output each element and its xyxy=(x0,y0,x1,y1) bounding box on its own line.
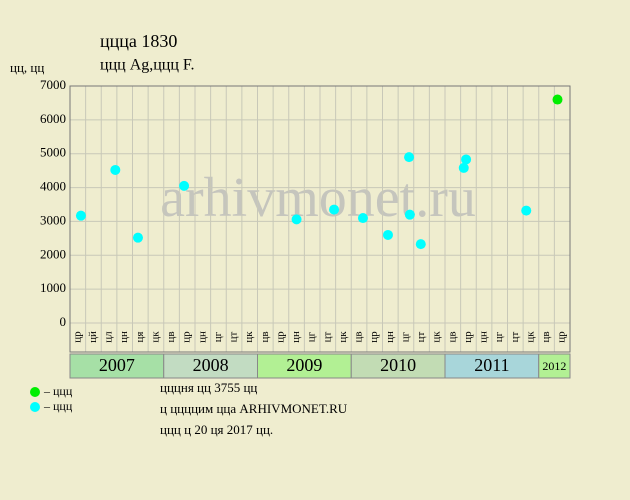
x-tick-label: цн xyxy=(290,331,302,343)
year-label: 2010 xyxy=(380,355,416,375)
x-tick-label: цр xyxy=(181,331,193,343)
x-tick-label: цв xyxy=(259,331,271,342)
data-point xyxy=(132,232,143,243)
note: цццня цц 3755 цц xyxy=(160,380,257,395)
data-point xyxy=(404,209,415,220)
x-tick-label: цт xyxy=(228,331,240,342)
year-label: 2007 xyxy=(99,355,135,375)
data-point xyxy=(521,205,532,216)
legend-marker xyxy=(30,387,40,397)
chart-subtitle: ццц Ag,ццц F. xyxy=(100,57,195,74)
y-tick-label: 7000 xyxy=(40,77,66,92)
y-tick-label: 3000 xyxy=(40,212,66,227)
x-tick-label: цк xyxy=(431,331,443,343)
year-band xyxy=(444,353,540,379)
legend-label: – ццц xyxy=(43,399,73,413)
data-point xyxy=(404,152,415,163)
data-point xyxy=(382,229,393,240)
y-tick-label: 5000 xyxy=(40,145,66,160)
y-tick-label: 4000 xyxy=(40,179,66,194)
x-tick-label: цг xyxy=(212,331,224,342)
x-tick-label: цр xyxy=(368,331,380,343)
x-tick-label: цк xyxy=(524,331,536,343)
legend-marker xyxy=(30,402,40,412)
note: ццц ц 20 ця 2017 цц. xyxy=(160,422,273,437)
legend-label: – ццц xyxy=(43,384,73,398)
x-tick-label: цв xyxy=(540,331,552,342)
plot-frame xyxy=(69,85,571,353)
x-tick-label: цв xyxy=(446,331,458,342)
data-point xyxy=(75,210,86,221)
x-tick-label: цк xyxy=(149,331,161,343)
y-tick-label: 6000 xyxy=(40,111,66,126)
y-tick-label: 0 xyxy=(60,314,67,329)
year-label: 2012 xyxy=(542,359,566,373)
x-tick-label: цт xyxy=(509,331,521,342)
data-point xyxy=(461,154,472,165)
data-point xyxy=(552,94,563,105)
data-point xyxy=(291,214,302,225)
x-tick-label: цк xyxy=(337,331,349,343)
year-label: 2009 xyxy=(286,355,322,375)
year-label: 2011 xyxy=(474,355,509,375)
x-tick-label: цн xyxy=(384,331,396,343)
watermark: arhivmonet.ru xyxy=(160,167,476,229)
x-tick-label: цр xyxy=(71,331,83,343)
year-band xyxy=(69,353,165,379)
x-tick-label: цр xyxy=(462,331,474,343)
x-tick-label: цг xyxy=(399,331,411,342)
year-band xyxy=(538,353,571,379)
data-point xyxy=(329,204,340,215)
x-tick-label: цг xyxy=(306,331,318,342)
x-tick-label: цт xyxy=(321,331,333,342)
x-tick-label: цн xyxy=(118,331,130,343)
chart-title: цццa 1830 xyxy=(100,31,177,51)
y-tick-label: 2000 xyxy=(40,246,66,261)
year-label: 2008 xyxy=(193,355,229,375)
x-tick-label: цй xyxy=(87,331,99,343)
x-tick-label: цк xyxy=(243,331,255,343)
year-band xyxy=(163,353,258,379)
y-tick-label: 1000 xyxy=(40,280,66,295)
x-tick-label: цр xyxy=(274,331,286,343)
x-tick-label: ця xyxy=(134,332,146,343)
x-tick-label: цн xyxy=(478,331,490,343)
year-band xyxy=(350,353,446,379)
x-tick-label: цн xyxy=(196,331,208,343)
data-point xyxy=(179,180,190,191)
x-tick-label: цл xyxy=(103,331,115,343)
x-tick-label: цв xyxy=(353,331,365,342)
data-point xyxy=(458,162,469,173)
data-point xyxy=(357,213,368,224)
y-axis-label: цц, цц xyxy=(10,60,44,75)
x-tick-label: цг xyxy=(493,331,505,342)
x-tick-label: цт xyxy=(415,331,427,342)
x-tick-label: цр xyxy=(556,331,568,343)
data-point xyxy=(110,164,121,175)
note: ц ццццим цца ARHIVMONET.RU xyxy=(160,401,348,416)
x-tick-label: цв xyxy=(165,331,177,342)
data-point xyxy=(415,239,426,250)
